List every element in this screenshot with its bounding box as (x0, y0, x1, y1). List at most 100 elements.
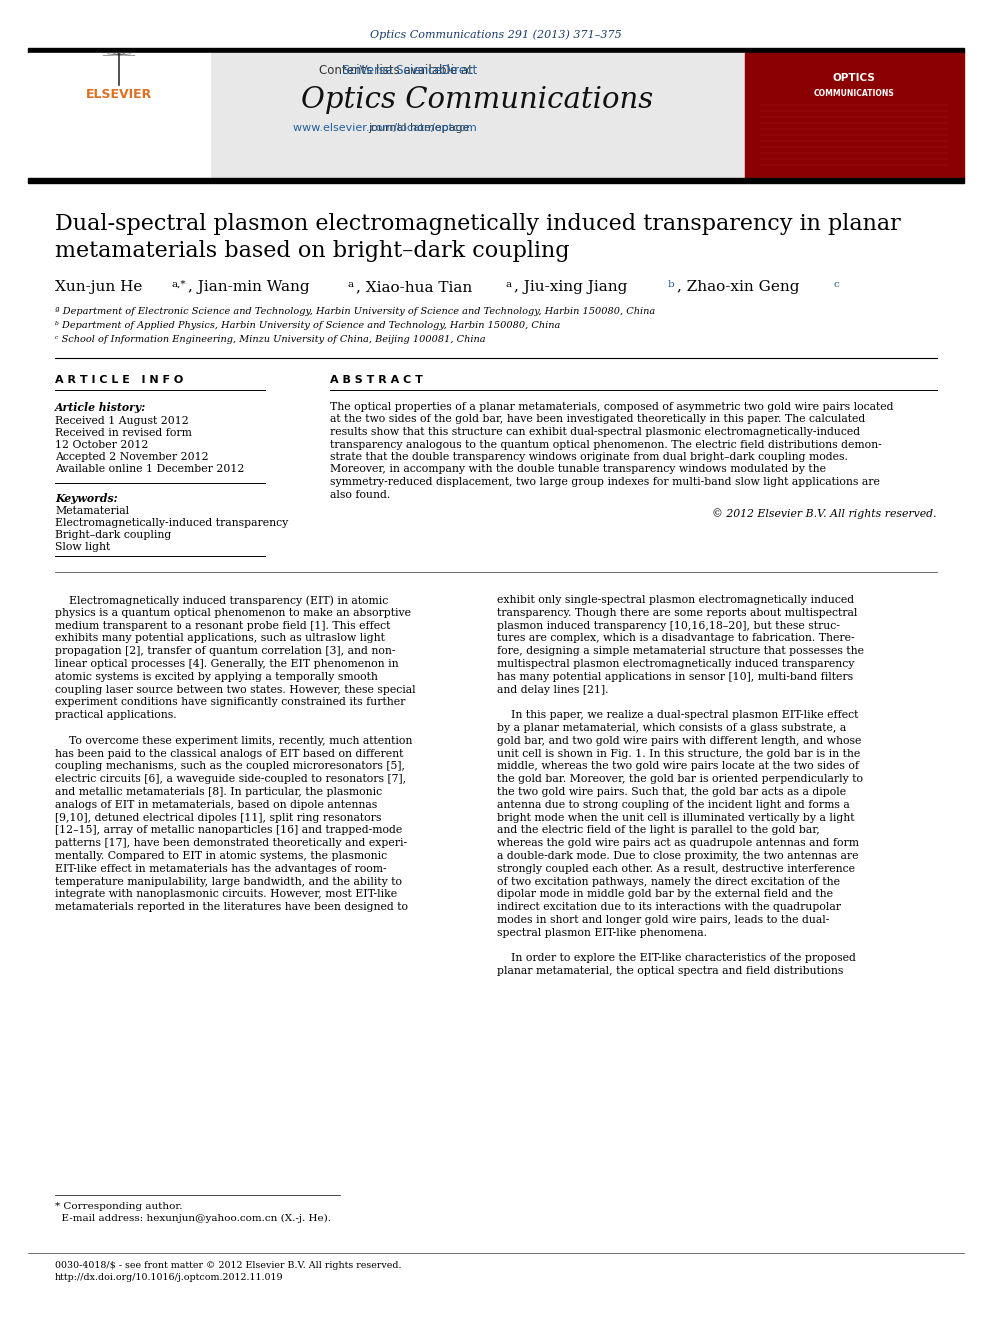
Text: and delay lines [21].: and delay lines [21]. (497, 684, 608, 695)
Text: In order to explore the EIT-like characteristics of the proposed: In order to explore the EIT-like charact… (497, 954, 856, 963)
Text: experiment conditions have significantly constrained its further: experiment conditions have significantly… (55, 697, 406, 708)
Text: temperature manipulability, large bandwidth, and the ability to: temperature manipulability, large bandwi… (55, 877, 402, 886)
Text: planar metamaterial, the optical spectra and field distributions: planar metamaterial, the optical spectra… (497, 966, 843, 976)
Text: OPTICS: OPTICS (832, 73, 875, 83)
Text: c: c (833, 280, 839, 288)
Text: the two gold wire pairs. Such that, the gold bar acts as a dipole: the two gold wire pairs. Such that, the … (497, 787, 846, 796)
Text: Moreover, in accompany with the double tunable transparency windows modulated by: Moreover, in accompany with the double t… (330, 464, 826, 475)
Text: Available online 1 December 2012: Available online 1 December 2012 (55, 464, 244, 474)
Text: SciVerse ScienceDirect: SciVerse ScienceDirect (230, 64, 477, 77)
Text: © 2012 Elsevier B.V. All rights reserved.: © 2012 Elsevier B.V. All rights reserved… (712, 508, 937, 519)
Text: tures are complex, which is a disadvantage to fabrication. There-: tures are complex, which is a disadvanta… (497, 634, 855, 643)
Text: middle, whereas the two gold wire pairs locate at the two sides of: middle, whereas the two gold wire pairs … (497, 762, 859, 771)
Text: A R T I C L E   I N F O: A R T I C L E I N F O (55, 374, 184, 385)
Text: 0030-4018/$ - see front matter © 2012 Elsevier B.V. All rights reserved.: 0030-4018/$ - see front matter © 2012 El… (55, 1261, 402, 1270)
Text: has many potential applications in sensor [10], multi-band filters: has many potential applications in senso… (497, 672, 853, 681)
Text: transparency analogous to the quantum optical phenomenon. The electric field dis: transparency analogous to the quantum op… (330, 439, 882, 450)
Text: COMMUNICATIONS: COMMUNICATIONS (813, 89, 895, 98)
Text: indirect excitation due to its interactions with the quadrupolar: indirect excitation due to its interacti… (497, 902, 841, 912)
Text: metamaterials reported in the literatures have been designed to: metamaterials reported in the literature… (55, 902, 408, 912)
Text: multispectral plasmon electromagnetically induced transparency: multispectral plasmon electromagneticall… (497, 659, 854, 669)
Text: strate that the double transparency windows originate from dual bright–dark coup: strate that the double transparency wind… (330, 452, 848, 462)
Text: has been paid to the classical analogs of EIT based on different: has been paid to the classical analogs o… (55, 749, 404, 758)
Text: by a planar metamaterial, which consists of a glass substrate, a: by a planar metamaterial, which consists… (497, 722, 846, 733)
Text: a,*: a,* (172, 280, 186, 288)
Text: [9,10], detuned electrical dipoles [11], split ring resonators: [9,10], detuned electrical dipoles [11],… (55, 812, 381, 823)
Text: www.elsevier.com/locate/optcom: www.elsevier.com/locate/optcom (223, 123, 477, 134)
Text: practical applications.: practical applications. (55, 710, 177, 720)
Text: 12 October 2012: 12 October 2012 (55, 441, 149, 450)
Text: physics is a quantum optical phenomenon to make an absorptive: physics is a quantum optical phenomenon … (55, 607, 411, 618)
Text: fore, designing a simple metamaterial structure that possesses the: fore, designing a simple metamaterial st… (497, 646, 864, 656)
Text: whereas the gold wire pairs act as quadrupole antennas and form: whereas the gold wire pairs act as quadr… (497, 839, 859, 848)
Text: analogs of EIT in metamaterials, based on dipole antennas: analogs of EIT in metamaterials, based o… (55, 800, 377, 810)
Text: integrate with nanoplasmonic circuits. However, most EIT-like: integrate with nanoplasmonic circuits. H… (55, 889, 397, 900)
Text: mentally. Compared to EIT in atomic systems, the plasmonic: mentally. Compared to EIT in atomic syst… (55, 851, 387, 861)
Text: patterns [17], have been demonstrated theoretically and experi-: patterns [17], have been demonstrated th… (55, 839, 407, 848)
Text: E-mail address: hexunjun@yahoo.com.cn (X.-j. He).: E-mail address: hexunjun@yahoo.com.cn (X… (55, 1215, 331, 1224)
Text: a: a (506, 280, 512, 288)
Text: a double-dark mode. Due to close proximity, the two antennas are: a double-dark mode. Due to close proximi… (497, 851, 858, 861)
Text: medium transparent to a resonant probe field [1]. This effect: medium transparent to a resonant probe f… (55, 620, 391, 631)
Text: ᶜ School of Information Engineering, Minzu University of China, Beijing 100081, : ᶜ School of Information Engineering, Min… (55, 335, 486, 344)
Text: , Zhao-xin Geng: , Zhao-xin Geng (677, 280, 800, 294)
Text: Received 1 August 2012: Received 1 August 2012 (55, 415, 188, 426)
Text: and metallic metamaterials [8]. In particular, the plasmonic: and metallic metamaterials [8]. In parti… (55, 787, 382, 796)
Text: b: b (668, 280, 675, 288)
Text: unit cell is shown in Fig. 1. In this structure, the gold bar is in the: unit cell is shown in Fig. 1. In this st… (497, 749, 860, 758)
Bar (28, 53, 210, 179)
Text: Contents lists available at: Contents lists available at (319, 64, 477, 77)
Text: Dual-spectral plasmon electromagnetically induced transparency in planar: Dual-spectral plasmon electromagneticall… (55, 213, 901, 235)
Text: Electromagnetically induced transparency (EIT) in atomic: Electromagnetically induced transparency… (55, 595, 388, 606)
Text: Received in revised form: Received in revised form (55, 429, 191, 438)
Text: http://dx.doi.org/10.1016/j.optcom.2012.11.019: http://dx.doi.org/10.1016/j.optcom.2012.… (55, 1273, 284, 1282)
Text: Accepted 2 November 2012: Accepted 2 November 2012 (55, 452, 208, 462)
Bar (28, 179, 964, 183)
Text: linear optical processes [4]. Generally, the EIT phenomenon in: linear optical processes [4]. Generally,… (55, 659, 399, 669)
Text: EIT-like effect in metamaterials has the advantages of room-: EIT-like effect in metamaterials has the… (55, 864, 387, 873)
Text: [12–15], array of metallic nanoparticles [16] and trapped-mode: [12–15], array of metallic nanoparticles… (55, 826, 402, 835)
Text: A B S T R A C T: A B S T R A C T (330, 374, 423, 385)
Text: Optics Communications: Optics Communications (301, 86, 653, 114)
Bar (28, 48, 964, 53)
Text: the gold bar. Moreover, the gold bar is oriented perpendicularly to: the gold bar. Moreover, the gold bar is … (497, 774, 863, 785)
Text: gold bar, and two gold wire pairs with different length, and whose: gold bar, and two gold wire pairs with d… (497, 736, 861, 746)
Text: dipolar mode in middle gold bar by the external field and the: dipolar mode in middle gold bar by the e… (497, 889, 833, 900)
Text: at the two sides of the gold bar, have been investigated theoretically in this p: at the two sides of the gold bar, have b… (330, 414, 865, 425)
Text: The optical properties of a planar metamaterials, composed of asymmetric two gol: The optical properties of a planar metam… (330, 402, 894, 411)
Text: To overcome these experiment limits, recently, much attention: To overcome these experiment limits, rec… (55, 736, 413, 746)
Text: propagation [2], transfer of quantum correlation [3], and non-: propagation [2], transfer of quantum cor… (55, 646, 396, 656)
Text: metamaterials based on bright–dark coupling: metamaterials based on bright–dark coupl… (55, 239, 569, 262)
Text: ᵇ Department of Applied Physics, Harbin University of Science and Technology, Ha: ᵇ Department of Applied Physics, Harbin … (55, 321, 560, 329)
Text: electric circuits [6], a waveguide side-coupled to resonators [7],: electric circuits [6], a waveguide side-… (55, 774, 406, 785)
Text: strongly coupled each other. As a result, destructive interference: strongly coupled each other. As a result… (497, 864, 855, 873)
Text: Metamaterial: Metamaterial (55, 505, 129, 516)
Text: coupling laser source between two states. However, these special: coupling laser source between two states… (55, 684, 416, 695)
Text: modes in short and longer gold wire pairs, leads to the dual-: modes in short and longer gold wire pair… (497, 916, 829, 925)
Text: Xun-jun He: Xun-jun He (55, 280, 143, 294)
Text: of two excitation pathways, namely the direct excitation of the: of two excitation pathways, namely the d… (497, 877, 840, 886)
Text: a: a (348, 280, 354, 288)
Text: also found.: also found. (330, 490, 390, 500)
Text: Electromagnetically-induced transparency: Electromagnetically-induced transparency (55, 519, 289, 528)
Text: Bright–dark coupling: Bright–dark coupling (55, 531, 172, 540)
Text: , Jian-min Wang: , Jian-min Wang (188, 280, 310, 294)
Text: , Xiao-hua Tian: , Xiao-hua Tian (356, 280, 472, 294)
Text: antenna due to strong coupling of the incident light and forms a: antenna due to strong coupling of the in… (497, 800, 850, 810)
Text: * Corresponding author.: * Corresponding author. (55, 1203, 183, 1211)
Text: In this paper, we realize a dual-spectral plasmon EIT-like effect: In this paper, we realize a dual-spectra… (497, 710, 858, 720)
Bar (745, 53, 964, 179)
Text: atomic systems is excited by applying a temporally smooth: atomic systems is excited by applying a … (55, 672, 378, 681)
Text: Slow light: Slow light (55, 542, 110, 552)
Text: transparency. Though there are some reports about multispectral: transparency. Though there are some repo… (497, 607, 857, 618)
Text: bright mode when the unit cell is illuminated vertically by a light: bright mode when the unit cell is illumi… (497, 812, 854, 823)
Text: and the electric field of the light is parallel to the gold bar,: and the electric field of the light is p… (497, 826, 819, 835)
Text: exhibit only single-spectral plasmon electromagnetically induced: exhibit only single-spectral plasmon ele… (497, 595, 854, 605)
Text: results show that this structure can exhibit dual-spectral plasmonic electromagn: results show that this structure can exh… (330, 427, 860, 437)
Text: Optics Communications 291 (2013) 371–375: Optics Communications 291 (2013) 371–375 (370, 29, 622, 40)
Text: , Jiu-xing Jiang: , Jiu-xing Jiang (514, 280, 627, 294)
Text: plasmon induced transparency [10,16,18–20], but these struc-: plasmon induced transparency [10,16,18–2… (497, 620, 840, 631)
Text: symmetry-reduced displacement, two large group indexes for multi-band slow light: symmetry-reduced displacement, two large… (330, 478, 880, 487)
Text: exhibits many potential applications, such as ultraslow light: exhibits many potential applications, su… (55, 634, 385, 643)
Bar (210, 53, 745, 179)
